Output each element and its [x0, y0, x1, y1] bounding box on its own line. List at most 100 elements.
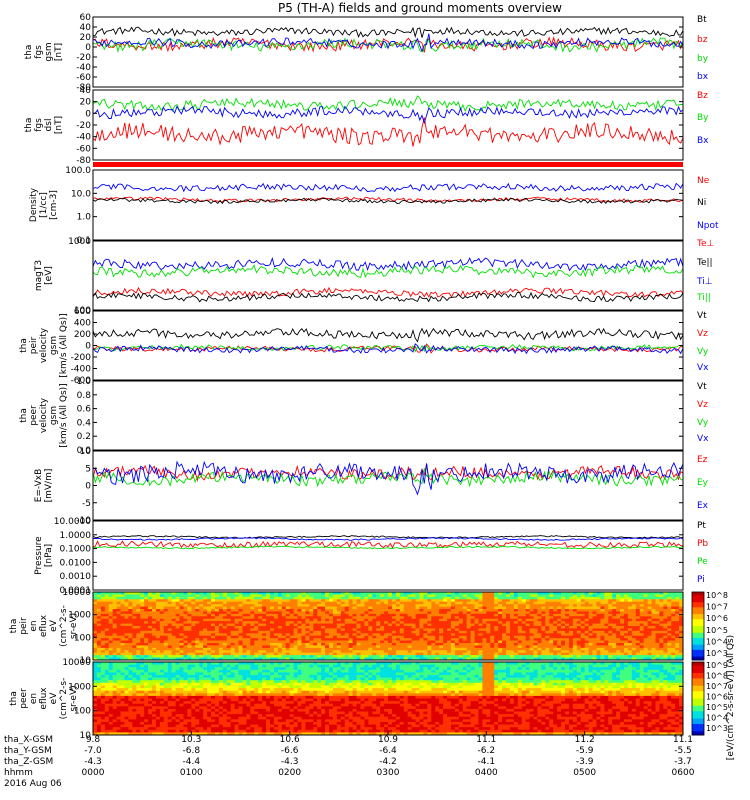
spectrogram-cell — [384, 633, 389, 637]
spectrogram-cell — [136, 633, 141, 637]
spectrogram-cell — [671, 609, 676, 612]
spectrogram-cell — [348, 611, 353, 615]
spectrogram-cell — [537, 606, 542, 610]
spectrogram-cell — [246, 640, 251, 644]
spectrogram-cell — [171, 611, 176, 615]
spectrogram-cell — [486, 599, 491, 603]
spectrogram-cell — [470, 643, 475, 646]
spectrogram-cell — [317, 599, 322, 603]
spectrogram-cell — [254, 601, 259, 605]
spectrogram-cell — [482, 609, 487, 612]
spectrogram-cell — [502, 628, 507, 632]
spectrogram-cell — [655, 623, 660, 627]
spectrogram-cell — [415, 633, 420, 637]
spectrogram-cell — [270, 664, 275, 668]
spectrogram-cell — [647, 606, 652, 610]
spectrogram-cell — [439, 601, 444, 605]
spectrogram-cell — [238, 638, 243, 641]
colorbar-cell — [692, 595, 704, 598]
spectrogram-cell — [584, 592, 589, 595]
spectrogram-cell — [533, 667, 538, 671]
spectrogram-cell — [183, 616, 188, 620]
spectrogram-cell — [659, 630, 664, 634]
spectrogram-cell — [352, 609, 357, 612]
spectrogram-cell — [329, 657, 334, 661]
spectrogram-cell — [309, 609, 314, 612]
spectrogram-cell — [498, 633, 503, 637]
spectrogram-cell — [431, 609, 436, 612]
spectrogram-cell — [651, 613, 656, 617]
spectrogram-cell — [152, 643, 157, 646]
spectrogram-cell — [391, 647, 397, 651]
spectrogram-cell — [226, 647, 232, 651]
spectrogram-cell — [604, 592, 609, 595]
colorbar-cell — [692, 654, 704, 658]
spectrogram-cell — [454, 604, 460, 607]
spectrogram-cell — [549, 621, 554, 624]
spectrogram-cell — [96, 594, 102, 598]
spectrogram-cell — [482, 618, 487, 622]
spectrogram-cell — [266, 594, 271, 598]
spectrogram-cell — [517, 664, 523, 668]
spectrogram-cell — [545, 655, 550, 658]
spectrogram-cell — [667, 626, 672, 629]
spectrogram-cell — [348, 647, 353, 651]
spectrogram-cell — [104, 592, 110, 595]
spectrogram-cell — [183, 667, 188, 671]
spectrogram-cell — [620, 655, 625, 658]
spectrogram-cell — [458, 635, 464, 639]
spectrogram-cell — [246, 618, 251, 622]
spectrogram-cell — [600, 616, 605, 620]
spectrogram-cell — [541, 604, 546, 607]
spectrogram-cell — [340, 611, 346, 615]
spectrogram-cell — [533, 618, 538, 622]
spectrogram-cell — [152, 621, 157, 624]
spectrogram-cell — [671, 592, 676, 595]
spectrogram-cell — [171, 613, 176, 617]
spectrogram-cell — [443, 628, 448, 632]
spectrogram-cell — [380, 650, 385, 654]
spectrogram-cell — [360, 667, 365, 671]
spectrogram-cell — [120, 652, 125, 656]
spectrogram-cell — [545, 621, 550, 624]
spectrogram-cell — [675, 647, 680, 651]
spectrogram-cell — [537, 645, 542, 649]
spectrogram-cell — [663, 596, 668, 600]
spectrogram-cell — [108, 640, 114, 644]
spectrogram-cell — [254, 613, 259, 617]
spectrogram-cell — [348, 599, 353, 603]
spectrogram-cell — [289, 618, 294, 622]
spectrogram-cell — [270, 592, 275, 595]
spectrogram-cell — [226, 635, 232, 639]
spectrogram-cell — [450, 623, 456, 627]
spectrogram-cell — [96, 618, 102, 622]
spectrogram-cell — [191, 609, 196, 612]
spectrogram-cell — [368, 599, 373, 603]
spectrogram-cell — [557, 664, 562, 668]
spectrogram-cell — [218, 667, 224, 671]
spectrogram-cell — [273, 626, 279, 629]
spectrogram-cell — [262, 662, 267, 666]
spectrogram-cell — [356, 633, 361, 637]
spectrogram-cell — [620, 633, 625, 637]
spectrogram-cell — [218, 621, 224, 624]
spectrogram-cell — [195, 628, 200, 632]
spectrogram-cell — [321, 626, 326, 629]
spectrogram-cell — [612, 664, 617, 668]
spectrogram-cell — [356, 599, 361, 603]
spectrogram-cell — [490, 623, 495, 627]
spectrogram-cell — [533, 657, 538, 661]
spectrogram-cell — [411, 657, 416, 661]
spectrogram-cell — [679, 623, 684, 627]
spectrogram-cell — [246, 596, 251, 600]
spectrogram-cell — [486, 609, 491, 612]
spectrogram-cell — [521, 635, 527, 639]
spectrogram-cell — [557, 645, 562, 649]
spectrogram-cell — [509, 596, 515, 600]
spectrogram-cell — [458, 652, 464, 656]
spectrogram-cell — [624, 621, 629, 624]
spectrogram-cell — [108, 594, 114, 598]
spectrogram-cell — [124, 630, 129, 634]
spectrogram-cell — [651, 635, 656, 639]
spectrogram-cell — [258, 667, 263, 671]
